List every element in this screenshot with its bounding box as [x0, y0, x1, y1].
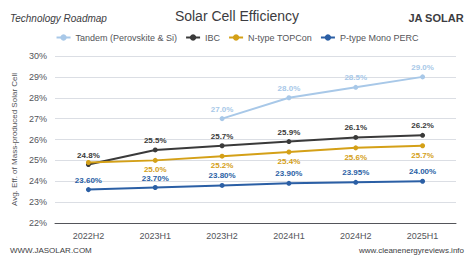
svg-text:JA SOLAR: JA SOLAR: [408, 12, 463, 24]
svg-text:WWW.JASOLAR.COM: WWW.JASOLAR.COM: [10, 246, 92, 255]
svg-text:28.5%: 28.5%: [344, 73, 367, 82]
svg-text:23.70%: 23.70%: [142, 174, 169, 183]
svg-text:Technology Roadmap: Technology Roadmap: [10, 13, 107, 24]
svg-text:26%: 26%: [29, 135, 47, 145]
svg-text:28.0%: 28.0%: [278, 84, 301, 93]
svg-text:www.cleanenergyreviews.info: www.cleanenergyreviews.info: [358, 246, 464, 255]
svg-text:27.0%: 27.0%: [211, 105, 234, 114]
svg-text:2024H2: 2024H2: [340, 231, 372, 241]
svg-text:23.60%: 23.60%: [75, 176, 102, 185]
svg-text:23.90%: 23.90%: [275, 169, 302, 178]
svg-text:23.80%: 23.80%: [209, 171, 236, 180]
svg-text:25.7%: 25.7%: [411, 151, 434, 160]
svg-text:24.8%: 24.8%: [77, 151, 100, 160]
svg-text:N-type TOPCon: N-type TOPCon: [248, 33, 312, 43]
svg-text:23.95%: 23.95%: [342, 168, 369, 177]
svg-text:2023H2: 2023H2: [206, 231, 238, 241]
svg-text:24%: 24%: [29, 176, 47, 186]
svg-text:29%: 29%: [29, 72, 47, 82]
svg-text:28%: 28%: [29, 93, 47, 103]
svg-text:22%: 22%: [29, 218, 47, 228]
svg-text:25.0%: 25.0%: [143, 165, 167, 175]
svg-text:2023H1: 2023H1: [139, 231, 171, 241]
svg-text:30%: 30%: [29, 51, 47, 61]
svg-text:25.6%: 25.6%: [344, 153, 367, 162]
svg-text:23%: 23%: [29, 197, 47, 207]
svg-text:27%: 27%: [29, 114, 47, 124]
svg-text:26.2%: 26.2%: [411, 121, 434, 130]
svg-text:24.00%: 24.00%: [409, 167, 436, 176]
svg-text:29.0%: 29.0%: [411, 63, 434, 72]
svg-text:25.2%: 25.2%: [211, 161, 234, 170]
svg-text:25.4%: 25.4%: [278, 157, 301, 166]
svg-text:25.9%: 25.9%: [278, 128, 301, 137]
svg-text:25%: 25%: [29, 155, 47, 165]
svg-text:P-type Mono PERC: P-type Mono PERC: [340, 33, 419, 43]
svg-text:Solar Cell Efficiency: Solar Cell Efficiency: [175, 8, 299, 24]
svg-text:IBC: IBC: [205, 33, 221, 43]
svg-text:25.5%: 25.5%: [144, 136, 167, 145]
svg-text:2025H1: 2025H1: [407, 231, 439, 241]
svg-text:26.1%: 26.1%: [344, 123, 367, 132]
svg-text:Tandem (Perovskite & Si): Tandem (Perovskite & Si): [76, 33, 178, 43]
svg-text:2022H2: 2022H2: [73, 231, 105, 241]
svg-text:2024H1: 2024H1: [273, 231, 305, 241]
svg-text:25.7%: 25.7%: [211, 132, 234, 141]
svg-text:Avg. Eff. of Mass-produced Sol: Avg. Eff. of Mass-produced Solar Cell: [10, 73, 19, 206]
